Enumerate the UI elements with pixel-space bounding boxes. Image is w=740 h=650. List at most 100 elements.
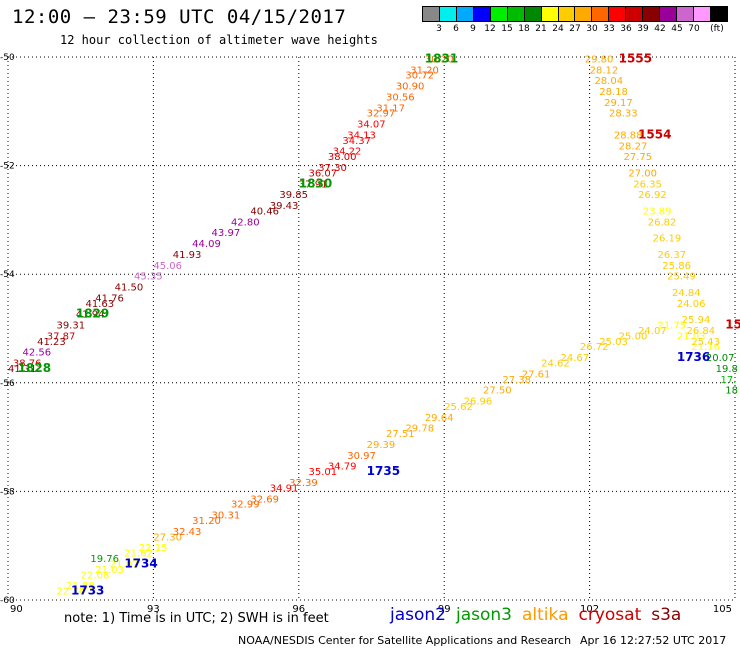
color-scale-label: 18	[518, 24, 530, 34]
swh-value-label: 25.00	[619, 331, 648, 342]
swh-value-label: 27.51	[386, 429, 415, 440]
swh-value-label: 30.72	[405, 71, 434, 82]
swh-value-label: 27.38	[502, 375, 531, 386]
map-title: 12:00 – 23:59 UTC 04/15/2017	[12, 6, 347, 28]
color-scale-label: (ft)	[710, 24, 724, 34]
swh-value-label: 23.89	[643, 206, 672, 217]
pass-time-labels: 1831 1555 1554 1830 1829 1828 155 1736 1735 1734 1…	[18, 51, 740, 597]
swh-value-label: 34.22	[333, 147, 362, 158]
swh-value-label: 26.84	[687, 326, 716, 337]
swh-value-label: 24.62	[541, 359, 570, 370]
swh-value-label: 38.76	[13, 359, 42, 370]
color-scale-label: 9	[470, 24, 476, 34]
color-scale-label: 45	[671, 24, 683, 34]
swh-value-label: 40.46	[250, 206, 279, 217]
swh-value-label: 32.43	[173, 527, 202, 538]
swh-value-label: 21.62	[124, 549, 153, 560]
color-scale-swatches	[422, 6, 728, 22]
satellite-legend: jason2 jason3 altika cryosat s3a	[390, 605, 691, 625]
swh-value-label: 25.86	[662, 261, 691, 272]
swh-value-label: 44.09	[192, 239, 221, 250]
swh-value-label: 29.64	[425, 413, 454, 424]
color-swatch	[710, 7, 727, 21]
color-scale-label: 12	[484, 24, 496, 34]
swh-value-label: 27.30	[153, 532, 182, 543]
swh-value-label: 25.49	[667, 272, 696, 283]
swh-value-label: 34.07	[357, 120, 386, 131]
color-scale-labels: 3 6 9 12 15 18 21 24 27 30 33 36 39 42 45 70 (ft)	[422, 22, 728, 36]
footer-organization: NOAA/NESDIS Center for Satellite Applica…	[238, 634, 572, 647]
swh-value-label: 36.07	[308, 168, 337, 179]
swh-value-label: 28.88	[614, 130, 643, 141]
swh-value-label: 41.23	[37, 337, 66, 348]
satellite-legend-altika: altika	[522, 605, 569, 625]
swh-value-label: 39.31	[56, 321, 85, 332]
swh-value-label: 41.31	[8, 364, 37, 375]
swh-value-label: 18	[725, 386, 738, 397]
swh-value-label: 37.91	[299, 179, 328, 190]
color-scale-label: 21	[535, 24, 547, 34]
swh-value-label: 32.39	[289, 478, 318, 489]
color-swatch	[541, 7, 559, 21]
swh-value-label: 26.92	[638, 190, 667, 201]
swh-value-label: 39.85	[279, 190, 308, 201]
color-swatch	[660, 7, 678, 21]
swh-value-label: 26.19	[653, 234, 682, 245]
pass-time-label: 19.76	[90, 554, 119, 565]
swh-value-label: 39.43	[270, 201, 299, 212]
swh-value-label: 42.80	[231, 217, 260, 228]
units-note: note: 1) Time is in UTC; 2) SWH is in fe…	[64, 611, 329, 626]
swh-value-label: 42.56	[23, 348, 52, 359]
swh-value-label: 22.15	[139, 543, 168, 554]
swh-value-label: 28.18	[599, 87, 628, 98]
satellite-legend-cryosat: cryosat	[578, 605, 642, 625]
swh-value-label: 30.90	[396, 82, 425, 93]
longitude-tick-label: 105	[713, 604, 732, 615]
swh-value-label: 32.97	[367, 109, 396, 120]
swh-value-label: 35.01	[308, 467, 337, 478]
swh-value-label: 34.37	[342, 136, 371, 147]
longitude-tick-label: 90	[10, 604, 23, 615]
swh-value-label: 26.96	[464, 397, 493, 408]
swh-value-label: 17.	[720, 375, 736, 386]
pass-time-label: 1828	[18, 361, 51, 375]
swh-value-label: 26.35	[633, 179, 662, 190]
swh-value-label: 45.06	[153, 261, 182, 272]
swh-value-label: 21.88	[66, 581, 95, 592]
swh-color-scale: 3 6 9 12 15 18 21 24 27 30 33 36 39 42 45 70 (ft)	[422, 6, 728, 36]
swh-value-label: 30.56	[386, 92, 415, 103]
color-scale-label: 3	[436, 24, 442, 34]
color-swatch	[609, 7, 627, 21]
swh-value-label: 29.80	[585, 54, 614, 65]
longitude-tick-label: 102	[580, 604, 599, 615]
swh-value-label: 24.84	[672, 288, 701, 299]
swh-value-label: 24.67	[561, 353, 590, 364]
swh-value-label: 25.94	[682, 315, 711, 326]
longitude-tick-label: 96	[292, 604, 305, 615]
color-scale-label: 15	[501, 24, 513, 34]
swh-value-label: 38.00	[328, 152, 357, 163]
swh-value-label: 29.78	[405, 424, 434, 435]
color-scale-label: 27	[569, 24, 581, 34]
satellite-legend-jason2: jason2	[390, 605, 446, 625]
swh-value-label: 45.35	[134, 272, 163, 283]
color-swatch	[439, 7, 457, 21]
swh-value-label: 41.63	[86, 299, 115, 310]
swh-observations: 30.2031.2030.7230.9030.5631.1732.9734.07…	[8, 54, 738, 597]
swh-value-label: 29.39	[367, 440, 396, 451]
swh-value-label: 21.03	[677, 331, 706, 342]
swh-value-label: 30.97	[347, 451, 376, 462]
latitude-tick-label: -58	[0, 487, 15, 497]
swh-value-label: 26.82	[648, 217, 677, 228]
swh-value-label: 27.61	[522, 369, 551, 380]
swh-value-label: 41.50	[115, 282, 144, 293]
swh-value-label: 31.20	[410, 65, 439, 76]
swh-value-label: 41.93	[173, 250, 202, 261]
swh-value-label: 26.72	[580, 342, 609, 353]
swh-value-label: 31.20	[192, 516, 221, 527]
swh-value-label: 30.31	[212, 511, 241, 522]
pass-time-label: 155	[725, 318, 740, 332]
color-swatch	[507, 7, 525, 21]
pass-time-label: 1736	[677, 350, 710, 364]
